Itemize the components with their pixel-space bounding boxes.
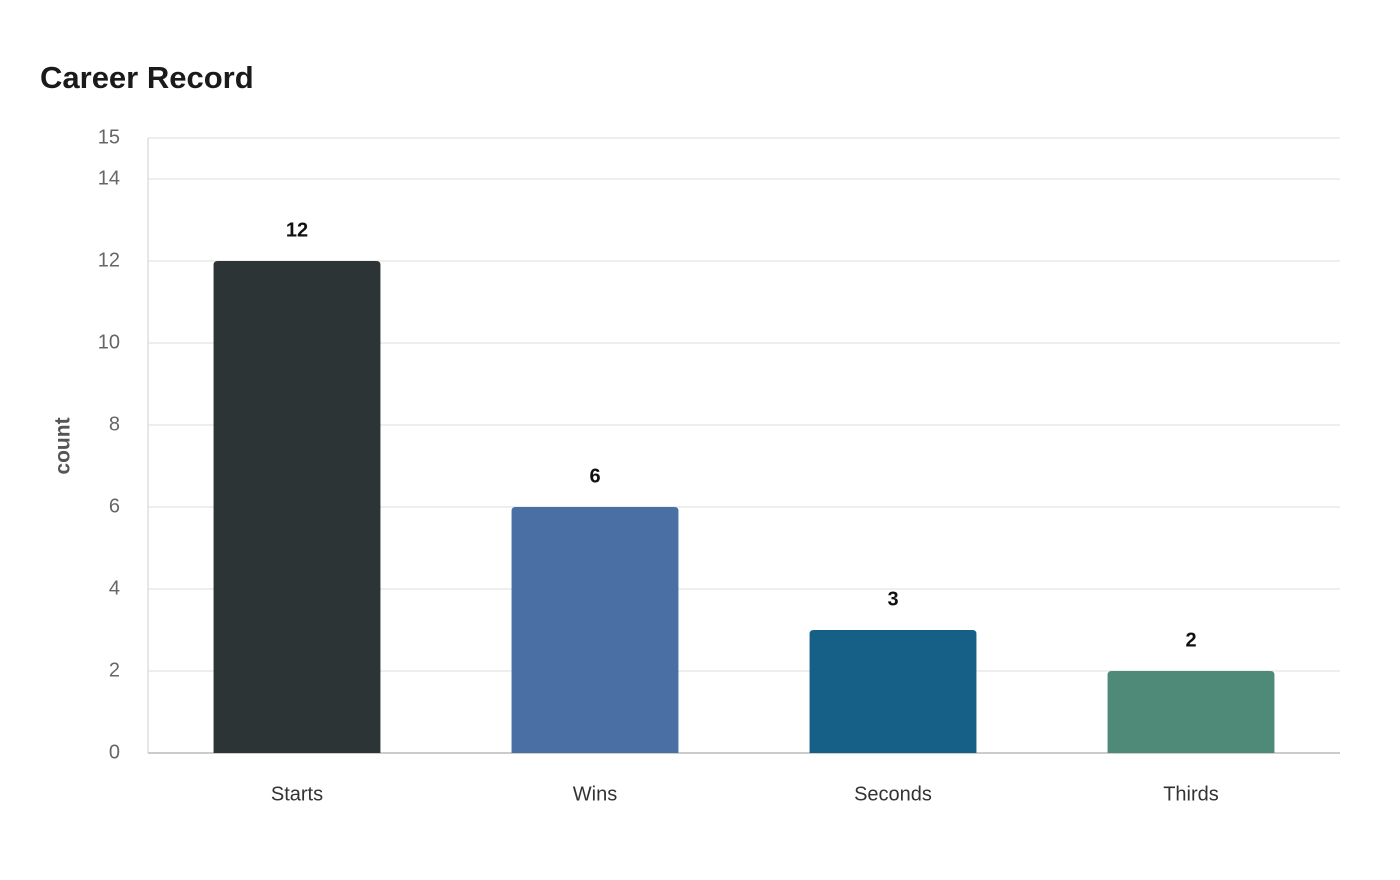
value-label: 12 xyxy=(286,219,308,241)
bar xyxy=(213,261,381,753)
chart-title: Career Record xyxy=(40,60,254,95)
bar xyxy=(511,507,679,753)
value-label: 6 xyxy=(589,465,600,487)
y-tick-label: 10 xyxy=(98,331,120,353)
y-tick-label: 4 xyxy=(109,577,120,599)
bar xyxy=(809,630,977,753)
value-label: 2 xyxy=(1185,629,1196,651)
x-tick-label: Wins xyxy=(573,783,617,805)
y-tick-label: 14 xyxy=(98,167,120,189)
y-tick-label: 8 xyxy=(109,413,120,435)
y-tick-label: 2 xyxy=(109,659,120,681)
y-axis-label: count xyxy=(52,417,75,474)
y-tick-label: 15 xyxy=(98,126,120,148)
y-tick-label: 6 xyxy=(109,495,120,517)
y-tick-label: 12 xyxy=(98,249,120,271)
x-tick-label: Thirds xyxy=(1163,783,1219,805)
y-tick-label: 0 xyxy=(109,741,120,763)
x-tick-label: Starts xyxy=(271,783,323,805)
bar xyxy=(1107,671,1275,753)
value-label: 3 xyxy=(887,588,898,610)
x-tick-label: Seconds xyxy=(854,783,932,805)
